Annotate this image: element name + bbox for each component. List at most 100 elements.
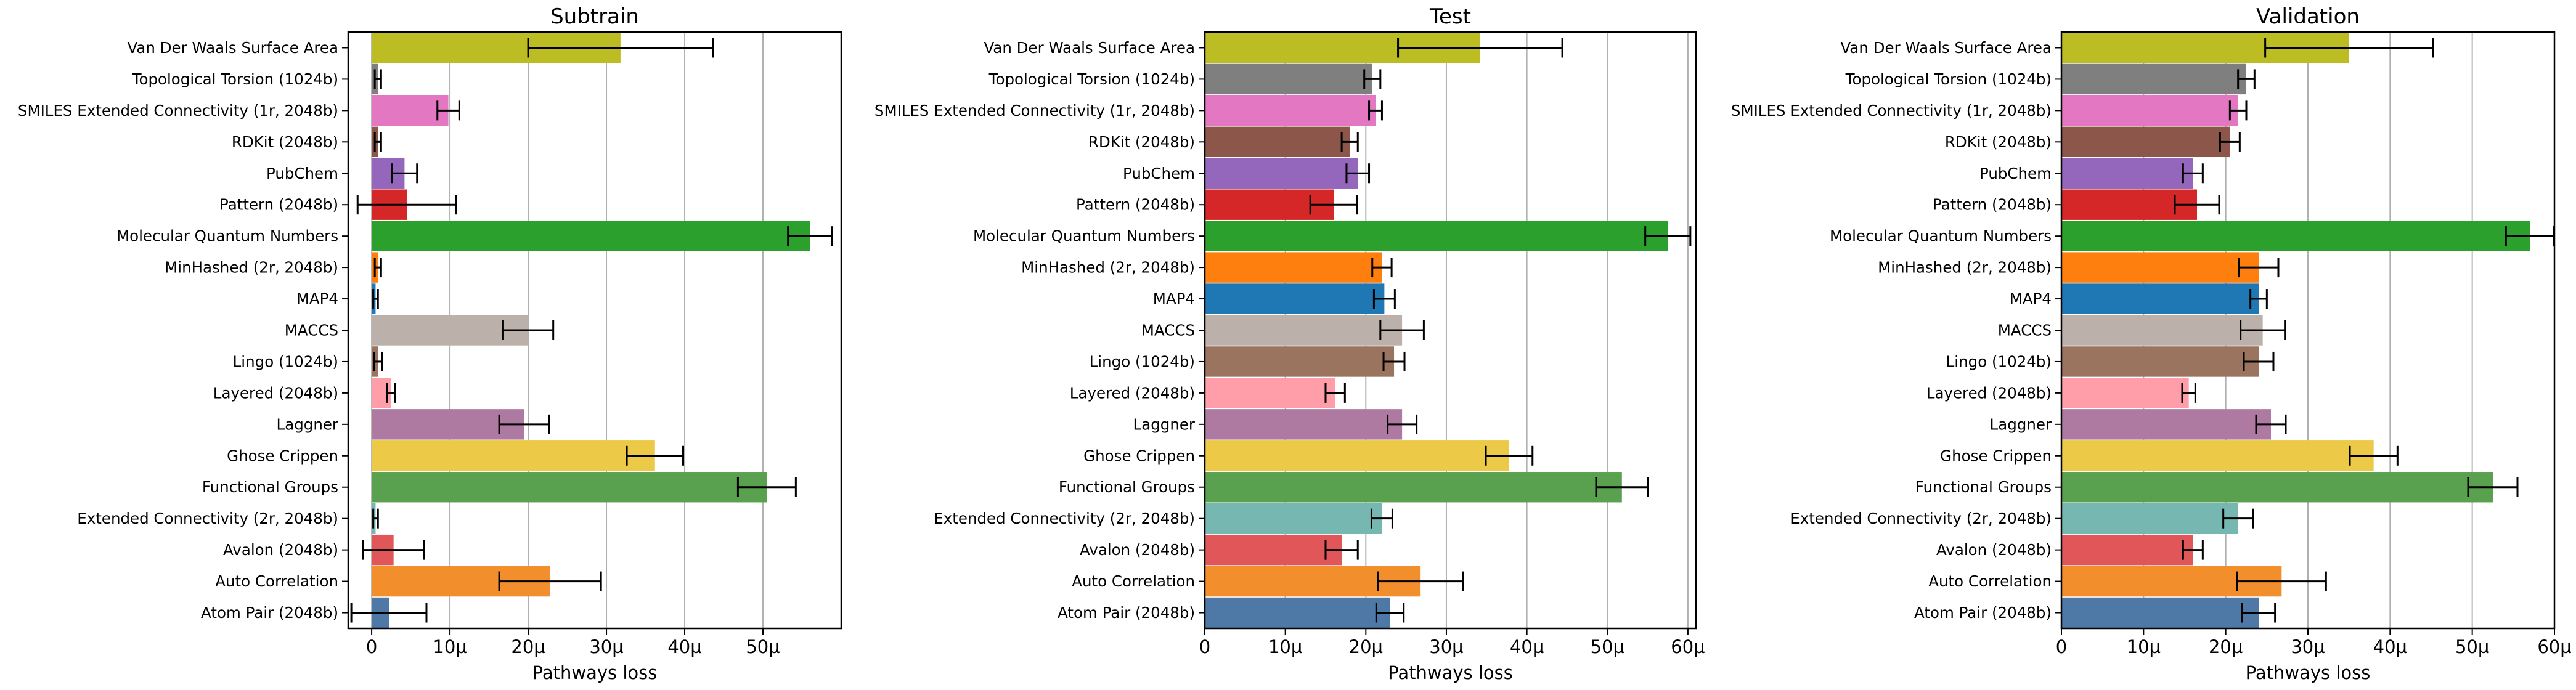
y-tick-label: Layered (2048b) — [213, 384, 338, 402]
x-tick-label: 50µ — [1591, 636, 1624, 657]
bar — [2061, 472, 2493, 503]
bar — [2061, 252, 2259, 283]
y-tick-label: RDKit (2048b) — [1088, 133, 1195, 151]
panel-2: Van Der Waals Surface Area Topological To… — [1731, 4, 2572, 683]
bar — [1205, 158, 1358, 189]
bar — [1205, 252, 1382, 283]
bar — [1205, 440, 1509, 471]
bar — [2061, 221, 2530, 251]
x-axis-label: Pathways loss — [532, 662, 658, 683]
bar — [2061, 158, 2193, 189]
bar — [2061, 440, 2374, 471]
bar — [1205, 221, 1668, 251]
y-tick-label: Lingo (1024b) — [1946, 352, 2052, 370]
y-tick-label: Lingo (1024b) — [1090, 352, 1195, 370]
y-tick-label: Van Der Waals Surface Area — [1840, 39, 2052, 57]
y-tick-label: Lingo (1024b) — [233, 352, 338, 370]
bar — [372, 315, 529, 346]
y-tick-label: Pattern (2048b) — [219, 196, 338, 214]
panel-1: Van Der Waals Surface Area Topological To… — [874, 4, 1705, 683]
y-tick-label: PubChem — [266, 164, 338, 182]
x-axis-label: Pathways loss — [1388, 662, 1513, 683]
x-tick-label: 0 — [2056, 636, 2067, 657]
y-tick-label: RDKit (2048b) — [1945, 133, 2052, 151]
bar — [1205, 472, 1622, 503]
bar — [2061, 95, 2238, 126]
x-tick-label: 20µ — [1349, 636, 1383, 657]
x-tick-label: 40µ — [1510, 636, 1544, 657]
bar — [372, 472, 767, 503]
y-tick-label: Laggner — [277, 415, 339, 433]
y-tick-label: SMILES Extended Connectivity (1r, 2048b) — [874, 102, 1195, 120]
y-tick-label: Molecular Quantum Numbers — [973, 227, 1195, 245]
y-tick-label: Ghose Crippen — [1083, 447, 1195, 465]
bar — [2061, 346, 2259, 377]
bar — [1205, 315, 1403, 346]
y-tick-label: Laggner — [1990, 415, 2052, 433]
x-axis-label: Pathways loss — [2246, 662, 2371, 683]
y-tick-label: Molecular Quantum Numbers — [1830, 227, 2052, 245]
y-tick-label: Laggner — [1133, 415, 1196, 433]
bar — [2061, 283, 2259, 314]
y-tick-label: Ghose Crippen — [1940, 447, 2052, 465]
y-tick-label: SMILES Extended Connectivity (1r, 2048b) — [1731, 102, 2052, 120]
y-tick-label: Avalon (2048b) — [223, 541, 338, 559]
y-tick-label: Extended Connectivity (2r, 2048b) — [77, 509, 338, 527]
bar — [2061, 409, 2271, 440]
y-tick-label: MACCS — [1141, 322, 1195, 339]
y-tick-label: Layered (2048b) — [1070, 384, 1195, 402]
x-tick-label: 30µ — [589, 636, 623, 657]
bar — [2061, 597, 2259, 628]
panel-title: Test — [1429, 4, 1471, 29]
y-tick-label: Topological Torsion (1024b) — [132, 70, 338, 88]
bar — [1205, 409, 1403, 440]
x-tick-label: 60µ — [2537, 636, 2571, 657]
y-tick-label: Auto Correlation — [215, 572, 338, 590]
y-tick-label: Pattern (2048b) — [1076, 196, 1195, 214]
y-tick-label: Functional Groups — [1059, 478, 1195, 496]
y-tick-label: MAP4 — [296, 290, 338, 308]
y-tick-label: Topological Torsion (1024b) — [988, 70, 1195, 88]
x-tick-label: 10µ — [433, 636, 467, 657]
y-tick-label: Van Der Waals Surface Area — [127, 39, 338, 57]
y-tick-label: MAP4 — [1153, 290, 1195, 308]
x-tick-label: 30µ — [2291, 636, 2325, 657]
y-tick-label: Molecular Quantum Numbers — [116, 227, 338, 245]
x-tick-label: 50µ — [2455, 636, 2489, 657]
bar — [372, 440, 655, 471]
x-tick-label: 0 — [366, 636, 377, 657]
y-tick-label: MinHashed (2r, 2048b) — [165, 259, 338, 277]
bar — [1205, 283, 1385, 314]
x-tick-label: 20µ — [511, 636, 545, 657]
panel-title: Subtrain — [550, 4, 639, 29]
y-tick-label: Pattern (2048b) — [1933, 196, 2052, 214]
y-tick-label: Functional Groups — [202, 478, 338, 496]
y-tick-label: Atom Pair (2048b) — [201, 604, 338, 622]
x-tick-label: 30µ — [1429, 636, 1463, 657]
x-tick-label: 10µ — [2127, 636, 2161, 657]
bar — [372, 221, 810, 251]
x-tick-label: 10µ — [1268, 636, 1302, 657]
x-tick-label: 20µ — [2209, 636, 2243, 657]
bar — [1205, 378, 1335, 408]
y-tick-label: Extended Connectivity (2r, 2048b) — [1790, 509, 2052, 527]
y-tick-label: MinHashed (2r, 2048b) — [1021, 259, 1195, 277]
y-tick-label: PubChem — [1979, 164, 2052, 182]
x-tick-label: 0 — [1199, 636, 1210, 657]
bar — [1205, 503, 1382, 534]
bar — [2061, 378, 2189, 408]
y-tick-label: Auto Correlation — [1928, 572, 2052, 590]
bar — [2061, 503, 2238, 534]
y-tick-label: Topological Torsion (1024b) — [1845, 70, 2052, 88]
y-tick-label: Extended Connectivity (2r, 2048b) — [934, 509, 1195, 527]
x-tick-label: 40µ — [2373, 636, 2407, 657]
panel-0: Van Der Waals Surface Area Topological To… — [18, 4, 842, 683]
x-tick-label: 40µ — [667, 636, 701, 657]
y-tick-label: Auto Correlation — [1072, 572, 1195, 590]
x-tick-label: 60µ — [1671, 636, 1705, 657]
y-tick-label: Avalon (2048b) — [1080, 541, 1195, 559]
bar — [2061, 534, 2193, 566]
y-tick-label: RDKit (2048b) — [232, 133, 338, 151]
bar — [1205, 95, 1376, 126]
